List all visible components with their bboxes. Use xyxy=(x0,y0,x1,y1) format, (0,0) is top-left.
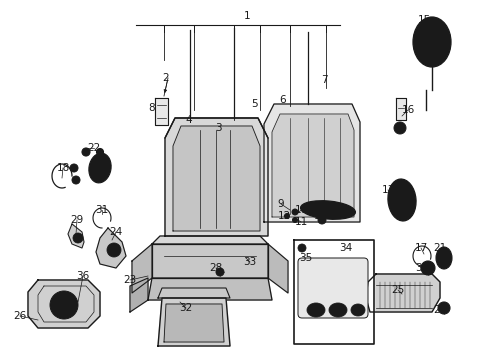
Text: 29: 29 xyxy=(70,215,83,225)
Circle shape xyxy=(72,176,80,184)
Circle shape xyxy=(437,302,449,314)
Text: 19: 19 xyxy=(388,191,402,201)
Ellipse shape xyxy=(306,303,325,317)
Circle shape xyxy=(292,217,297,222)
Text: 9: 9 xyxy=(277,199,284,209)
Text: 22: 22 xyxy=(87,143,101,153)
Polygon shape xyxy=(28,280,100,328)
Text: 24: 24 xyxy=(109,227,122,237)
Polygon shape xyxy=(395,98,405,120)
Text: 32: 32 xyxy=(179,303,192,313)
Polygon shape xyxy=(163,304,224,342)
Text: 16: 16 xyxy=(401,105,414,115)
Text: 20: 20 xyxy=(93,155,106,165)
Circle shape xyxy=(291,209,297,215)
Polygon shape xyxy=(271,114,353,217)
Circle shape xyxy=(82,148,90,156)
Text: 35: 35 xyxy=(299,253,312,263)
Polygon shape xyxy=(148,278,271,300)
Circle shape xyxy=(393,122,405,134)
Circle shape xyxy=(70,164,78,172)
Text: 18: 18 xyxy=(56,163,69,173)
Polygon shape xyxy=(264,104,359,222)
Circle shape xyxy=(96,148,103,156)
Text: 23: 23 xyxy=(123,275,136,285)
Text: 21: 21 xyxy=(432,243,446,253)
Polygon shape xyxy=(130,278,148,312)
Polygon shape xyxy=(267,244,287,293)
Text: 13: 13 xyxy=(381,185,394,195)
Circle shape xyxy=(317,216,325,224)
Circle shape xyxy=(216,268,224,276)
Text: 8: 8 xyxy=(148,103,155,113)
Text: 11: 11 xyxy=(294,217,307,227)
Circle shape xyxy=(107,243,121,257)
Text: 27: 27 xyxy=(432,305,446,315)
Polygon shape xyxy=(132,244,152,293)
Text: 2: 2 xyxy=(163,73,169,83)
Text: 34: 34 xyxy=(339,243,352,253)
Text: 17: 17 xyxy=(413,243,427,253)
Text: 28: 28 xyxy=(209,263,222,273)
Circle shape xyxy=(56,297,72,313)
Text: 15: 15 xyxy=(417,15,430,25)
Text: 6: 6 xyxy=(279,95,286,105)
Polygon shape xyxy=(293,240,373,344)
Text: 14: 14 xyxy=(313,211,326,221)
Text: 31: 31 xyxy=(95,205,108,215)
Ellipse shape xyxy=(350,304,364,316)
Text: 7: 7 xyxy=(320,75,326,85)
Ellipse shape xyxy=(412,17,450,67)
Text: 1: 1 xyxy=(243,11,250,21)
Text: 4: 4 xyxy=(185,115,192,125)
Ellipse shape xyxy=(387,179,415,221)
Circle shape xyxy=(284,213,289,219)
Text: 36: 36 xyxy=(76,271,89,281)
Circle shape xyxy=(420,261,434,275)
Text: 5: 5 xyxy=(250,99,257,109)
Text: 3: 3 xyxy=(214,123,221,133)
Text: 33: 33 xyxy=(243,257,256,267)
Circle shape xyxy=(73,233,83,243)
Circle shape xyxy=(50,291,78,319)
Text: 25: 25 xyxy=(390,285,404,295)
Polygon shape xyxy=(152,244,267,278)
Text: 10: 10 xyxy=(294,205,307,215)
Polygon shape xyxy=(158,298,229,346)
Ellipse shape xyxy=(89,153,111,183)
Polygon shape xyxy=(173,126,260,231)
Polygon shape xyxy=(96,228,126,268)
Polygon shape xyxy=(68,224,84,248)
Ellipse shape xyxy=(435,247,451,269)
Polygon shape xyxy=(365,274,439,312)
Circle shape xyxy=(297,244,305,252)
Polygon shape xyxy=(152,236,267,244)
Polygon shape xyxy=(155,98,168,125)
Circle shape xyxy=(390,191,400,201)
Text: 12: 12 xyxy=(277,211,290,221)
Text: 26: 26 xyxy=(13,311,26,321)
Ellipse shape xyxy=(328,303,346,317)
Polygon shape xyxy=(158,288,229,298)
FancyBboxPatch shape xyxy=(297,258,367,318)
Polygon shape xyxy=(164,118,267,236)
Text: 30: 30 xyxy=(415,263,427,273)
Ellipse shape xyxy=(300,201,355,219)
